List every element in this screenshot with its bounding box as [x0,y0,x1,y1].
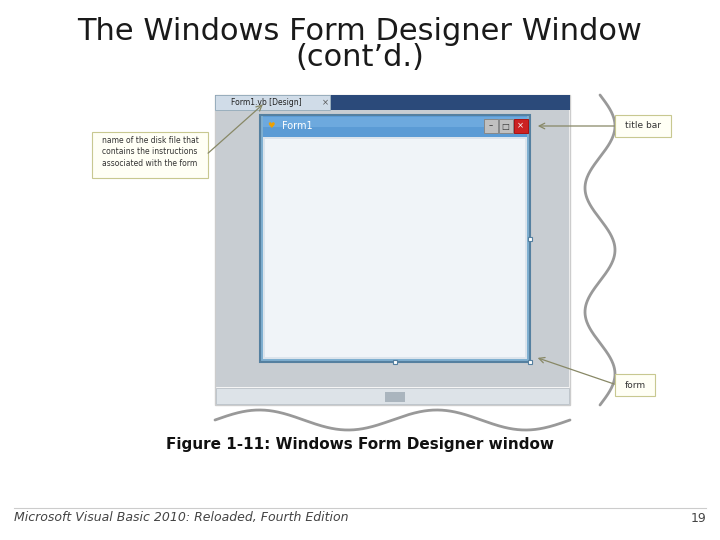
FancyBboxPatch shape [215,95,570,405]
FancyBboxPatch shape [263,116,527,137]
Text: name of the disk file that
contains the instructions
associated with the form: name of the disk file that contains the … [102,136,199,168]
FancyBboxPatch shape [215,95,330,110]
Text: (cont’d.): (cont’d.) [296,44,424,72]
FancyBboxPatch shape [216,388,569,404]
Text: 19: 19 [690,511,706,524]
Text: form: form [624,381,646,389]
FancyBboxPatch shape [260,115,530,362]
Text: Microsoft Visual Basic 2010: Reloaded, Fourth Edition: Microsoft Visual Basic 2010: Reloaded, F… [14,511,348,524]
FancyBboxPatch shape [263,117,527,127]
Text: ×: × [517,122,524,131]
Text: ×: × [322,98,328,107]
Text: The Windows Form Designer Window: The Windows Form Designer Window [78,17,642,46]
FancyBboxPatch shape [615,115,671,137]
Text: –: – [488,122,492,131]
Text: Figure 1-11: Windows Form Designer window: Figure 1-11: Windows Form Designer windo… [166,436,554,451]
FancyBboxPatch shape [615,374,655,396]
FancyBboxPatch shape [263,137,527,359]
Text: Form1: Form1 [282,121,312,131]
Text: ♥: ♥ [267,122,275,131]
FancyBboxPatch shape [216,110,569,387]
FancyBboxPatch shape [215,95,570,110]
FancyBboxPatch shape [484,119,498,133]
Text: Form1.vb [Design]: Form1.vb [Design] [231,98,302,107]
FancyBboxPatch shape [92,132,208,178]
FancyBboxPatch shape [498,119,513,133]
FancyBboxPatch shape [385,392,405,402]
FancyBboxPatch shape [265,139,525,357]
Text: title bar: title bar [625,122,661,131]
Text: □: □ [502,122,510,131]
FancyBboxPatch shape [513,119,528,133]
